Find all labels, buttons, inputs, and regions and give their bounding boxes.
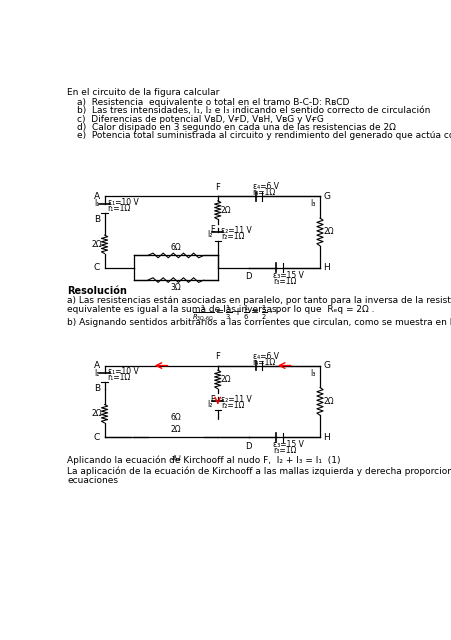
- Text: e)  Potencia total suministrada al circuito y rendimiento del generado que actúa: e) Potencia total suministrada al circui…: [77, 131, 451, 140]
- Text: G: G: [322, 361, 329, 370]
- Text: 2Ω: 2Ω: [322, 397, 333, 406]
- Text: F: F: [215, 182, 220, 191]
- Text: b)  Las tres intensidades, I₁, I₂ e I₃ indicando el sentido correcto de circulac: b) Las tres intensidades, I₁, I₂ e I₃ in…: [77, 106, 429, 115]
- Text: B: B: [93, 384, 100, 393]
- Text: 2Ω: 2Ω: [92, 240, 102, 249]
- Text: ε₁=10 V: ε₁=10 V: [107, 198, 138, 207]
- Text: r₂=1Ω: r₂=1Ω: [220, 401, 244, 410]
- Text: ε₄=6 V: ε₄=6 V: [252, 352, 278, 361]
- Text: G: G: [322, 191, 329, 201]
- Text: b) Asignando sentidos arbitrarios a las corrientes que circulan, como se muestra: b) Asignando sentidos arbitrarios a las …: [67, 318, 451, 327]
- Text: ε₂=11 V: ε₂=11 V: [220, 225, 251, 234]
- Text: 6Ω: 6Ω: [170, 413, 181, 422]
- Text: C: C: [93, 433, 100, 442]
- Text: ε₄=6 V: ε₄=6 V: [252, 182, 278, 191]
- Text: En el circuito de la figura calcular: En el circuito de la figura calcular: [67, 88, 219, 97]
- Text: 3Ω: 3Ω: [170, 452, 181, 461]
- Text: I₁: I₁: [94, 199, 100, 208]
- Text: a) Las resistencias están asociadas en paralelo, por tanto para la inversa de la: a) Las resistencias están asociadas en p…: [67, 296, 451, 305]
- Text: a)  Resistencia  equivalente o total en el tramo B-C-D: RʙCD: a) Resistencia equivalente o total en el…: [77, 97, 348, 107]
- Text: E: E: [210, 395, 215, 404]
- Text: I₂: I₂: [207, 230, 212, 239]
- Text: I₃: I₃: [309, 199, 315, 208]
- Text: equivalente es igual a la suma de las inversas,: equivalente es igual a la suma de las in…: [67, 305, 279, 314]
- Text: I₁: I₁: [94, 369, 100, 378]
- Text: r₁=1Ω: r₁=1Ω: [107, 373, 131, 382]
- Text: B: B: [93, 215, 100, 224]
- Text: , por lo que  Rₑq = 2Ω .: , por lo que Rₑq = 2Ω .: [269, 305, 373, 314]
- Text: A: A: [93, 361, 100, 370]
- Text: D: D: [245, 442, 251, 451]
- Text: La aplicación de la ecuación de Kirchooff a las mallas izquierda y derecha propo: La aplicación de la ecuación de Kirchoof…: [67, 467, 451, 476]
- Text: ecuaciones: ecuaciones: [67, 476, 118, 484]
- Text: H: H: [322, 263, 329, 272]
- Text: C: C: [93, 263, 100, 272]
- Text: F: F: [215, 352, 220, 361]
- Text: 6Ω: 6Ω: [170, 243, 181, 252]
- Text: r₄=1Ω: r₄=1Ω: [252, 188, 276, 198]
- Text: r₂=1Ω: r₂=1Ω: [220, 232, 244, 241]
- Text: 2Ω: 2Ω: [220, 205, 231, 214]
- Text: 3Ω: 3Ω: [170, 283, 181, 292]
- Text: r₄=1Ω: r₄=1Ω: [252, 358, 276, 367]
- Text: A: A: [93, 191, 100, 201]
- Text: r₁=1Ω: r₁=1Ω: [107, 204, 131, 213]
- Text: ε₁=10 V: ε₁=10 V: [107, 367, 138, 376]
- Text: r₃=1Ω: r₃=1Ω: [273, 447, 296, 456]
- Text: Resolución: Resolución: [67, 286, 127, 296]
- Text: r₃=1Ω: r₃=1Ω: [273, 277, 296, 286]
- Text: I₃: I₃: [309, 369, 315, 378]
- Text: H: H: [322, 433, 329, 442]
- Text: c)  Diferencias de potencial VʙD, VғD, VʙH, VʙG y VғG: c) Diferencias de potencial VʙD, VғD, Vʙ…: [77, 115, 323, 124]
- Text: d)  Calor disipado en 3 segundo en cada una de las resistencias de 2Ω: d) Calor disipado en 3 segundo en cada u…: [77, 123, 395, 132]
- Text: 2Ω: 2Ω: [322, 227, 333, 236]
- Text: Aplicando la ecuación de Kirchooff al nudo F,  I₂ + I₃ = I₁  (1): Aplicando la ecuación de Kirchooff al nu…: [67, 456, 340, 465]
- Text: D: D: [245, 273, 251, 282]
- Text: 2Ω: 2Ω: [220, 375, 231, 384]
- Text: ε₃=15 V: ε₃=15 V: [273, 440, 304, 449]
- Text: ε₂=11 V: ε₂=11 V: [220, 395, 251, 404]
- Text: 2Ω: 2Ω: [170, 425, 181, 434]
- Text: I₂: I₂: [207, 399, 212, 408]
- Text: E: E: [210, 225, 215, 234]
- Text: $\frac{1}{R_{3\Omega,6\Omega}}=\frac{1}{3}+\frac{1}{6}=\frac{1}{2}$: $\frac{1}{R_{3\Omega,6\Omega}}=\frac{1}{…: [192, 303, 267, 323]
- Text: ε₃=15 V: ε₃=15 V: [273, 271, 304, 280]
- Text: 2Ω: 2Ω: [92, 409, 102, 418]
